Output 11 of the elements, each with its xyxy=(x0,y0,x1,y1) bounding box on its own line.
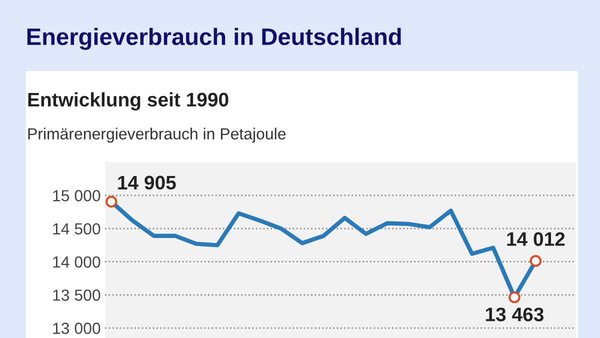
chart-subtitle: Entwicklung seit 1990 xyxy=(28,92,228,111)
y-tick-label: 13 500 xyxy=(53,290,100,301)
y-tick-label: 13 000 xyxy=(53,322,100,334)
y-tick-label: 14 000 xyxy=(53,256,100,268)
y-tick-label: 15 000 xyxy=(53,190,100,202)
data-label: 14 012 xyxy=(507,232,565,246)
y-axis-title: Primärenergieverbrauch in Petajoule xyxy=(28,128,286,143)
data-label: 13 463 xyxy=(486,308,544,322)
data-label: 14 905 xyxy=(118,176,176,190)
y-tick-label: 14 500 xyxy=(53,223,100,235)
chart-title: Energieverbrauch in Deutschland xyxy=(27,28,401,50)
